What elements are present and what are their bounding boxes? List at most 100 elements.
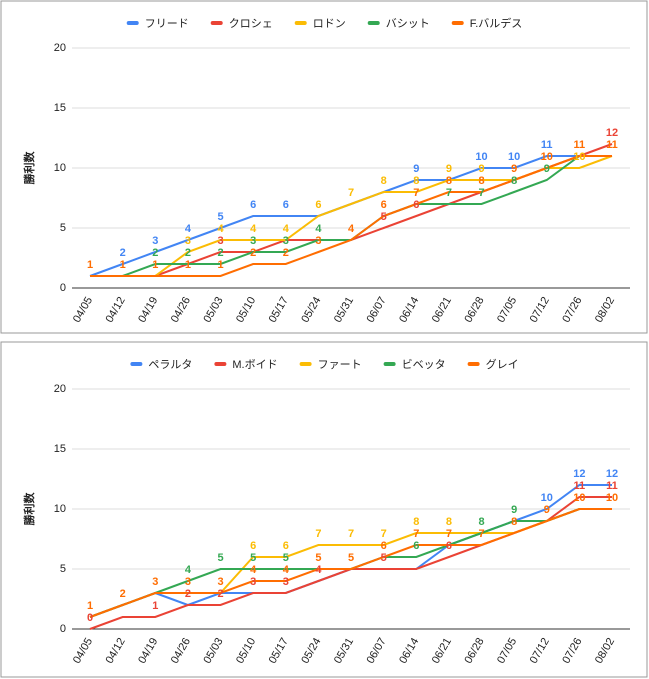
data-label: 10 xyxy=(573,151,585,163)
data-label: 8 xyxy=(413,175,419,187)
y-tick-label: 15 xyxy=(54,102,66,114)
data-label: 5 xyxy=(283,552,289,564)
data-label: 6 xyxy=(315,199,321,211)
data-label: 8 xyxy=(446,516,452,528)
legend-label: ビベッタ xyxy=(402,358,446,371)
data-label: 2 xyxy=(152,247,158,259)
data-label: 2 xyxy=(120,588,126,600)
data-label: 6 xyxy=(413,540,419,552)
data-label: 7 xyxy=(348,187,354,199)
data-label: 8 xyxy=(511,175,517,187)
data-label: 2 xyxy=(283,247,289,259)
data-label: 4 xyxy=(185,564,192,576)
legend-swatch xyxy=(467,362,480,366)
legend-swatch xyxy=(210,21,223,25)
data-label: 3 xyxy=(250,576,256,588)
legend: ペラルタ M.ボイド ファート ビベッタ グレイ xyxy=(130,357,519,371)
data-label: 4 xyxy=(283,223,290,235)
data-label: 9 xyxy=(478,163,484,175)
data-label: 12 xyxy=(606,468,618,480)
legend-label: クロシェ xyxy=(229,17,273,30)
legend-swatch xyxy=(367,21,380,25)
y-tick-label: 5 xyxy=(60,563,66,575)
legend-swatch xyxy=(451,21,464,25)
data-label: 8 xyxy=(478,516,484,528)
data-label: 5 xyxy=(250,552,256,564)
data-label: 3 xyxy=(283,576,289,588)
data-label: 5 xyxy=(381,211,387,223)
data-label: 6 xyxy=(446,540,452,552)
data-label: 9 xyxy=(413,163,419,175)
data-label: 11 xyxy=(574,480,586,492)
y-tick-label: 20 xyxy=(54,383,66,395)
data-label: 1 xyxy=(87,259,93,271)
data-label: 8 xyxy=(413,516,419,528)
legend-swatch xyxy=(130,362,143,366)
data-label: 3 xyxy=(185,235,191,247)
data-label: 2 xyxy=(185,588,191,600)
data-label: 7 xyxy=(446,528,452,540)
data-label: 1 xyxy=(185,259,191,271)
data-label: 1 xyxy=(87,600,93,612)
data-label: 5 xyxy=(217,211,223,223)
data-label: 4 xyxy=(185,223,192,235)
data-label: 6 xyxy=(413,199,419,211)
data-label: 4 xyxy=(250,564,257,576)
y-tick-label: 15 xyxy=(54,443,66,455)
data-label: 6 xyxy=(381,199,387,211)
data-label: 7 xyxy=(315,528,321,540)
data-label: 7 xyxy=(478,528,484,540)
data-label: 3 xyxy=(152,235,158,247)
data-label: 4 xyxy=(217,223,224,235)
legend-label: フリード xyxy=(145,18,189,30)
legend-label: ロドン xyxy=(313,18,346,30)
data-label: 6 xyxy=(283,540,289,552)
data-label: 7 xyxy=(446,187,452,199)
data-label: 7 xyxy=(413,528,419,540)
legend-label: ファート xyxy=(318,359,362,371)
data-label: 11 xyxy=(606,480,618,492)
y-axis-label: 勝利数 xyxy=(22,492,36,526)
data-label: 6 xyxy=(250,199,256,211)
legend-label: バシット xyxy=(386,17,430,30)
legend-swatch xyxy=(126,21,139,25)
y-tick-label: 10 xyxy=(54,162,66,174)
y-tick-label: 0 xyxy=(60,282,66,294)
data-label: 7 xyxy=(413,187,419,199)
legend-swatch xyxy=(214,362,227,366)
legend-label: ペラルタ xyxy=(148,358,192,371)
data-label: 12 xyxy=(606,127,618,139)
data-label: 3 xyxy=(250,235,256,247)
y-axis-label: 勝利数 xyxy=(22,151,36,185)
data-label: 3 xyxy=(217,576,223,588)
data-label: 10 xyxy=(541,151,553,163)
data-label: 9 xyxy=(511,504,517,516)
data-label: 12 xyxy=(573,468,585,480)
data-label: 8 xyxy=(478,175,484,187)
series-line xyxy=(90,155,612,277)
data-label: 8 xyxy=(446,175,452,187)
data-label: 3 xyxy=(283,235,289,247)
data-label: 9 xyxy=(446,163,452,175)
data-label: 11 xyxy=(574,139,586,151)
legend-label: M.ボイド xyxy=(232,358,277,371)
data-label: 6 xyxy=(381,540,387,552)
data-label: 9 xyxy=(544,504,550,516)
data-label: 3 xyxy=(315,235,321,247)
data-label: 3 xyxy=(185,576,191,588)
y-tick-label: 5 xyxy=(60,222,66,234)
legend: フリード クロシェ ロドン バシット F.バルデス xyxy=(126,16,522,30)
data-label: 1 xyxy=(152,259,158,271)
data-label: 5 xyxy=(315,552,321,564)
data-label: 7 xyxy=(381,528,387,540)
data-label: 10 xyxy=(573,492,585,504)
data-label: 2 xyxy=(185,247,191,259)
data-label: 1 xyxy=(217,259,223,271)
data-label: 10 xyxy=(508,151,520,163)
legend-swatch xyxy=(383,362,396,366)
data-label: 3 xyxy=(152,576,158,588)
data-label: 9 xyxy=(544,163,550,175)
data-label: 4 xyxy=(348,223,355,235)
data-label: 2 xyxy=(217,588,223,600)
